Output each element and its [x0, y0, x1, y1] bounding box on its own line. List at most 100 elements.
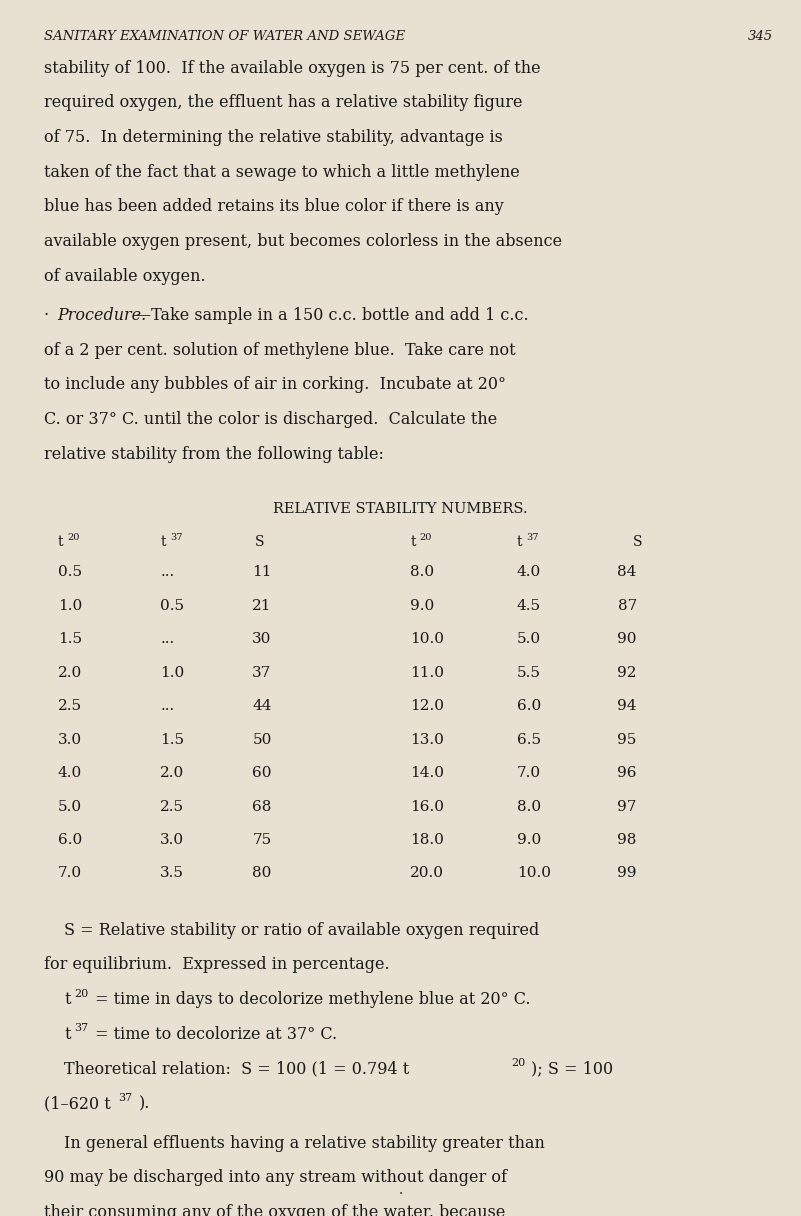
- Text: ); S = 100: ); S = 100: [531, 1060, 614, 1077]
- Text: 9.0: 9.0: [410, 598, 434, 613]
- Text: 37: 37: [526, 533, 539, 541]
- Text: 8.0: 8.0: [517, 799, 541, 814]
- Text: 84: 84: [618, 565, 637, 580]
- Text: t: t: [410, 535, 416, 550]
- Text: 90: 90: [618, 632, 637, 647]
- Text: 11: 11: [252, 565, 272, 580]
- Text: of available oxygen.: of available oxygen.: [44, 268, 206, 285]
- Text: (1–620 t: (1–620 t: [44, 1094, 111, 1111]
- Text: 68: 68: [252, 799, 272, 814]
- Text: —Take sample in a 150 c.c. bottle and add 1 c.c.: —Take sample in a 150 c.c. bottle and ad…: [135, 306, 528, 323]
- Text: 5.0: 5.0: [58, 799, 82, 814]
- Text: required oxygen, the effluent has a relative stability figure: required oxygen, the effluent has a rela…: [44, 95, 522, 111]
- Text: 21: 21: [252, 598, 272, 613]
- Text: In general effluents having a relative stability greater than: In general effluents having a relative s…: [64, 1135, 545, 1152]
- Text: ...: ...: [160, 565, 175, 580]
- Text: 4.0: 4.0: [517, 565, 541, 580]
- Text: 6.5: 6.5: [517, 732, 541, 747]
- Text: S = Relative stability or ratio of available oxygen required: S = Relative stability or ratio of avail…: [64, 922, 539, 939]
- Text: taken of the fact that a sewage to which a little methylene: taken of the fact that a sewage to which…: [44, 163, 520, 180]
- Text: 10.0: 10.0: [517, 866, 550, 880]
- Text: 11.0: 11.0: [410, 665, 444, 680]
- Text: 97: 97: [618, 799, 637, 814]
- Text: S: S: [255, 535, 264, 550]
- Text: 44: 44: [252, 699, 272, 714]
- Text: 37: 37: [252, 665, 272, 680]
- Text: 18.0: 18.0: [410, 833, 444, 848]
- Text: ).: ).: [139, 1094, 150, 1111]
- Text: 20: 20: [67, 533, 79, 541]
- Text: 1.5: 1.5: [160, 732, 184, 747]
- Text: 90 may be discharged into any stream without danger of: 90 may be discharged into any stream wit…: [44, 1169, 507, 1186]
- Text: 95: 95: [618, 732, 637, 747]
- Text: Theoretical relation:  S = 100 (1 = 0.794 t: Theoretical relation: S = 100 (1 = 0.794…: [64, 1060, 409, 1077]
- Text: = time to decolorize at 37° C.: = time to decolorize at 37° C.: [95, 1025, 336, 1042]
- Text: available oxygen present, but becomes colorless in the absence: available oxygen present, but becomes co…: [44, 233, 562, 249]
- Text: 60: 60: [252, 766, 272, 781]
- Text: 4.5: 4.5: [517, 598, 541, 613]
- Text: 3.5: 3.5: [160, 866, 184, 880]
- Text: relative stability from the following table:: relative stability from the following ta…: [44, 445, 384, 462]
- Text: 99: 99: [618, 866, 637, 880]
- Text: for equilibrium.  Expressed in percentage.: for equilibrium. Expressed in percentage…: [44, 956, 389, 973]
- Text: t: t: [517, 535, 522, 550]
- Text: S: S: [633, 535, 642, 550]
- Text: 1.5: 1.5: [58, 632, 82, 647]
- Text: t: t: [64, 1025, 70, 1042]
- Text: 9.0: 9.0: [517, 833, 541, 848]
- Text: 12.0: 12.0: [410, 699, 444, 714]
- Text: t: t: [160, 535, 166, 550]
- Text: 75: 75: [252, 833, 272, 848]
- Text: 8.0: 8.0: [410, 565, 434, 580]
- Text: blue has been added retains its blue color if there is any: blue has been added retains its blue col…: [44, 198, 504, 215]
- Text: 37: 37: [119, 1092, 133, 1103]
- Text: 3.0: 3.0: [58, 732, 82, 747]
- Text: 96: 96: [618, 766, 637, 781]
- Text: 37: 37: [74, 1023, 89, 1034]
- Text: 98: 98: [618, 833, 637, 848]
- Text: 7.0: 7.0: [58, 866, 82, 880]
- Text: of 75.  In determining the relative stability, advantage is: of 75. In determining the relative stabi…: [44, 129, 503, 146]
- Text: 345: 345: [748, 30, 773, 44]
- Text: 50: 50: [252, 732, 272, 747]
- Text: 0.5: 0.5: [160, 598, 184, 613]
- Text: ...: ...: [160, 632, 175, 647]
- Text: = time in days to decolorize methylene blue at 20° C.: = time in days to decolorize methylene b…: [95, 991, 530, 1008]
- Text: 20: 20: [420, 533, 432, 541]
- Text: RELATIVE STABILITY NUMBERS.: RELATIVE STABILITY NUMBERS.: [273, 502, 528, 517]
- Text: 5.5: 5.5: [517, 665, 541, 680]
- Text: 0.5: 0.5: [58, 565, 82, 580]
- Text: 2.0: 2.0: [58, 665, 82, 680]
- Text: 1.0: 1.0: [58, 598, 82, 613]
- Text: 6.0: 6.0: [58, 833, 82, 848]
- Text: 20: 20: [74, 989, 89, 998]
- Text: 94: 94: [618, 699, 637, 714]
- Text: 2.0: 2.0: [160, 766, 184, 781]
- Text: 2.5: 2.5: [160, 799, 184, 814]
- Text: ...: ...: [160, 699, 175, 714]
- Text: 5.0: 5.0: [517, 632, 541, 647]
- Text: their consuming any of the oxygen of the water, because: their consuming any of the oxygen of the…: [44, 1204, 505, 1216]
- Text: 13.0: 13.0: [410, 732, 444, 747]
- Text: 2.5: 2.5: [58, 699, 82, 714]
- Text: SANITARY EXAMINATION OF WATER AND SEWAGE: SANITARY EXAMINATION OF WATER AND SEWAGE: [44, 30, 405, 44]
- Text: t: t: [64, 991, 70, 1008]
- Text: ·: ·: [44, 306, 54, 323]
- Text: 16.0: 16.0: [410, 799, 444, 814]
- Text: 14.0: 14.0: [410, 766, 444, 781]
- Text: 80: 80: [252, 866, 272, 880]
- Text: 7.0: 7.0: [517, 766, 541, 781]
- Text: 4.0: 4.0: [58, 766, 82, 781]
- Text: C. or 37° C. until the color is discharged.  Calculate the: C. or 37° C. until the color is discharg…: [44, 411, 497, 428]
- Text: 20: 20: [511, 1058, 525, 1068]
- Text: to include any bubbles of air in corking.  Incubate at 20°: to include any bubbles of air in corking…: [44, 376, 506, 393]
- Text: t: t: [58, 535, 63, 550]
- Text: ·: ·: [398, 1187, 403, 1201]
- Text: Procedure.: Procedure.: [58, 306, 147, 323]
- Text: 92: 92: [618, 665, 637, 680]
- Text: 30: 30: [252, 632, 272, 647]
- Text: 1.0: 1.0: [160, 665, 184, 680]
- Text: 10.0: 10.0: [410, 632, 444, 647]
- Text: 87: 87: [618, 598, 637, 613]
- Text: 37: 37: [170, 533, 183, 541]
